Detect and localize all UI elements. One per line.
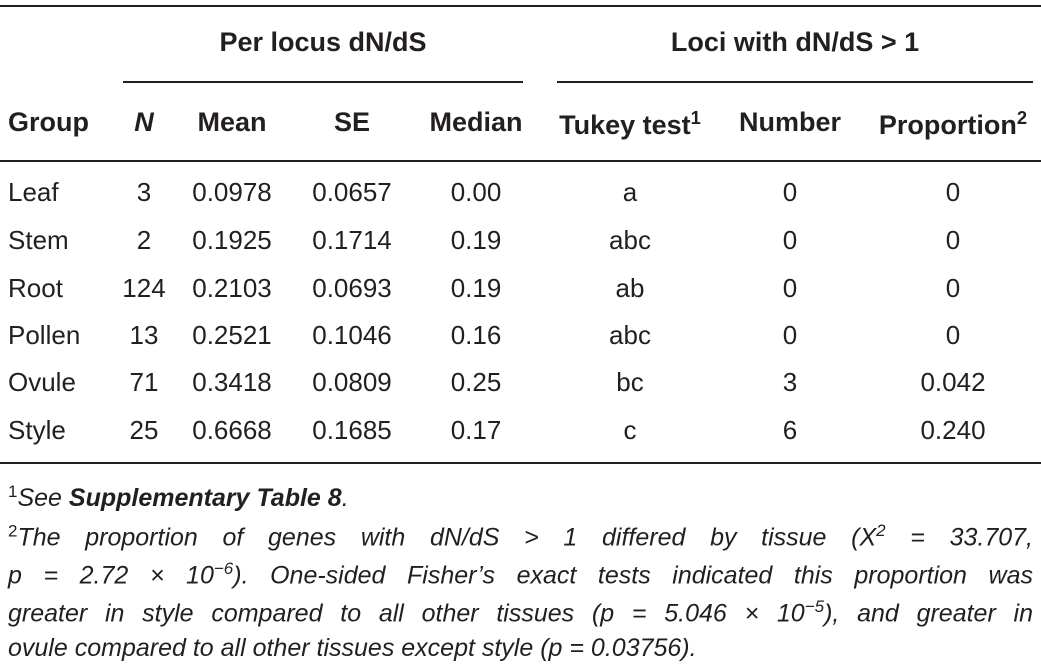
top-rule <box>0 5 1041 7</box>
footnote-text: p = 2.72 × 10 <box>8 561 214 590</box>
footnote-emphasis: Supplementary Table 8 <box>68 484 342 512</box>
cell: 0.25 <box>450 367 502 397</box>
column-label: N <box>134 107 154 137</box>
cell: 13 <box>129 320 159 350</box>
cell: 0 <box>782 225 798 255</box>
footnote-line: ovule compared to all other tissues exce… <box>8 634 1033 663</box>
footnote-text: = 33.707, <box>885 523 1034 552</box>
bottom-rule <box>0 462 1041 464</box>
footnote-mark: 1 <box>8 482 18 501</box>
cell: 0.042 <box>920 367 986 397</box>
cell: 0.00 <box>450 177 502 207</box>
cell: 0.16 <box>450 320 502 350</box>
cell: 0 <box>782 273 798 303</box>
column-label: Mean <box>197 107 267 137</box>
column-header: Tukey test1 <box>559 107 701 141</box>
cell: 0.240 <box>920 415 986 445</box>
column-header: N <box>134 107 154 138</box>
column-header: Mean <box>197 107 266 138</box>
cell: 0.1714 <box>312 225 392 255</box>
cell: 0.0693 <box>312 273 392 303</box>
cell: 0.19 <box>450 225 502 255</box>
cell: 0 <box>945 320 961 350</box>
column-label: Number <box>738 107 842 137</box>
cell: 0.3418 <box>192 367 272 397</box>
group-rule <box>557 81 1033 83</box>
cell: 3 <box>782 367 798 397</box>
row-label: Root <box>8 273 63 303</box>
cell: bc <box>616 367 644 397</box>
column-label: SE <box>333 107 371 137</box>
cell: ab <box>615 273 645 303</box>
cell: 0.1685 <box>312 415 392 445</box>
footnote-text: ), and greater in <box>824 599 1033 628</box>
row-label: Pollen <box>8 320 81 350</box>
superscript: −5 <box>804 597 825 616</box>
superscript: 2 <box>876 521 886 540</box>
footnote-text: See <box>17 484 69 512</box>
row-label: Style <box>8 415 66 445</box>
cell: 2 <box>136 225 152 255</box>
footnote-ref: 1 <box>690 107 701 128</box>
footnote-text: ). One-sided Fisher’s exact tests indica… <box>233 561 1033 590</box>
cell: 0.0657 <box>312 177 392 207</box>
cell: 25 <box>129 415 159 445</box>
footnote-line: greater in style compared to all other t… <box>8 597 1033 628</box>
footnote-text: greater in style compared to all other t… <box>8 599 805 628</box>
column-label: Group <box>8 107 89 137</box>
column-label: Median <box>429 107 523 137</box>
group-header: Per locus dN/dS <box>219 27 427 57</box>
column-label: Tukey test <box>559 110 691 141</box>
cell: abc <box>609 225 651 255</box>
footnote-line: 2The proportion of genes with dN/dS > 1 … <box>8 521 1033 552</box>
footnote-text: . <box>341 484 349 512</box>
cell: 0.2521 <box>192 320 272 350</box>
cell: 71 <box>129 367 159 397</box>
column-label: Proportion <box>878 110 1017 141</box>
cell: 0 <box>945 177 961 207</box>
column-header: Proportion2 <box>879 107 1027 141</box>
row-label: Ovule <box>8 367 76 397</box>
column-header: Median <box>429 107 522 138</box>
footnote-mark: 2 <box>8 521 18 541</box>
row-label: Stem <box>8 225 69 255</box>
cell: 0.0978 <box>192 177 272 207</box>
footnote-ref: 2 <box>1016 107 1028 128</box>
cell: 0.19 <box>450 273 502 303</box>
column-header: Number <box>739 107 841 138</box>
cell: 0.1046 <box>312 320 392 350</box>
cell: 0.6668 <box>192 415 272 445</box>
header-rule <box>0 160 1041 162</box>
cell: 6 <box>782 415 798 445</box>
cell: abc <box>609 320 651 350</box>
footnote-text: The proportion of genes with dN/dS > 1 d… <box>17 523 877 552</box>
footnote: 1See Supplementary Table 8. <box>8 482 1033 513</box>
cell: 0 <box>782 320 798 350</box>
cell: 0.1925 <box>192 225 272 255</box>
cell: 0.2103 <box>192 273 272 303</box>
cell: 124 <box>122 273 166 303</box>
cell: 3 <box>136 177 152 207</box>
footnote-line: p = 2.72 × 10−6). One-sided Fisher’s exa… <box>8 559 1033 590</box>
group-rule <box>123 81 523 83</box>
cell: 0 <box>945 273 961 303</box>
superscript: −6 <box>213 559 234 578</box>
cell: c <box>623 415 637 445</box>
row-label: Leaf <box>8 177 59 207</box>
cell: a <box>622 177 638 207</box>
cell: 0 <box>945 225 961 255</box>
column-header: Group <box>8 107 89 138</box>
cell: 0 <box>782 177 798 207</box>
cell: 0.0809 <box>312 367 392 397</box>
column-header: SE <box>334 107 370 138</box>
cell: 0.17 <box>450 415 502 445</box>
group-header: Loci with dN/dS > 1 <box>670 27 920 57</box>
footnote-text: ovule compared to all other tissues exce… <box>8 634 697 662</box>
